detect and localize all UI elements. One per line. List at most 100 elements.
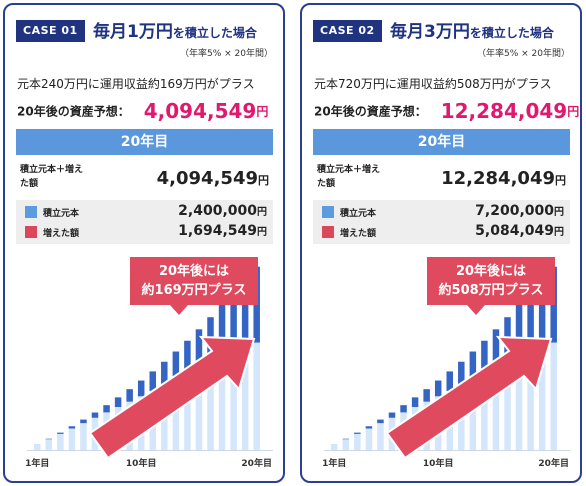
rate-note: （年率5% × 20年間）	[180, 49, 273, 59]
rate-note: （年率5% × 20年間）	[477, 49, 570, 59]
bar-gain-2	[45, 438, 53, 440]
bar-principal-20	[253, 342, 260, 450]
bar-principal-3	[354, 433, 361, 450]
growth-chart-svg: 1年目 10年目 20年目	[322, 266, 570, 469]
case-badge: CASE 02	[313, 20, 382, 42]
bar-gain-10	[434, 380, 442, 397]
principal-value: 7,200,000円	[475, 203, 564, 219]
bar-gain-7	[103, 405, 110, 413]
gain-callout: 20年後には 約508万円プラス	[427, 257, 555, 315]
bar-principal-4	[365, 428, 373, 450]
bar-principal-3	[57, 433, 64, 450]
bar-principal-20	[550, 342, 557, 450]
forecast-unit: 円	[567, 104, 580, 119]
gain-unit: 円	[554, 227, 564, 238]
case-title-amount: 毎月3万円	[390, 22, 470, 42]
bar-principal-17	[515, 358, 523, 450]
bar-gain-9	[423, 389, 430, 402]
bar-gain-8	[114, 397, 122, 408]
growth-chart: 1年目 10年目 20年目	[302, 250, 580, 480]
gain-row: 増えた額 5,084,049円	[313, 222, 570, 242]
bar-principal-15	[492, 369, 500, 450]
principal-value: 2,400,000円	[178, 203, 267, 219]
total-row: 積立元本＋増えた額 12,284,049円	[313, 161, 570, 197]
case-description: 元本240万円に運用収益約169万円がプラス	[17, 77, 255, 91]
case-title: 毎月1万円を積立した場合	[93, 17, 257, 42]
bar-gain-14	[481, 340, 488, 375]
bar-principal-18	[230, 353, 237, 450]
bar-gain-15	[492, 329, 500, 370]
total-value: 12,284,049円	[441, 168, 566, 189]
bar-gain-13	[172, 351, 180, 381]
x-tick-label: 20年目	[538, 457, 569, 469]
year-header: 20年目	[313, 129, 570, 155]
bar-principal-13	[469, 380, 477, 450]
forecast-value: 12,284,049	[440, 99, 568, 123]
gain-callout: 20年後には 約169万円プラス	[130, 257, 258, 315]
bar-principal-15	[195, 369, 203, 450]
bar-principal-13	[172, 380, 180, 450]
bar-principal-14	[184, 374, 191, 450]
bar-gain-10	[137, 380, 145, 397]
bar-gain-9	[126, 389, 133, 402]
year-header: 20年目	[16, 129, 273, 155]
principal-unit: 円	[554, 207, 564, 218]
principal-number: 2,400,000	[178, 203, 257, 219]
forecast-unit: 円	[256, 104, 269, 119]
total-unit: 円	[258, 174, 269, 187]
breakdown-box: 積立元本 2,400,000円 増えた額 1,694,549円	[16, 200, 273, 244]
bar-principal-2	[45, 439, 53, 450]
bar-principal-4	[68, 428, 76, 450]
case-title: 毎月3万円を積立した場合	[390, 17, 554, 42]
principal-number: 7,200,000	[475, 203, 554, 219]
gain-value: 5,084,049円	[475, 223, 564, 239]
principal-label: 積立元本	[43, 209, 80, 219]
x-tick-label: 20年目	[241, 457, 272, 469]
forecast-value: 4,094,549	[143, 99, 257, 123]
bar-gain-6	[91, 412, 99, 418]
bar-gain-8	[411, 397, 419, 408]
bar-gain-18	[230, 290, 237, 354]
bar-principal-1	[34, 444, 41, 450]
forecast-label: 20年後の資産予想：	[17, 104, 130, 119]
bar-gain-5	[377, 419, 384, 424]
bar-principal-16	[207, 364, 214, 450]
x-tick-label: 10年目	[126, 457, 157, 469]
bar-principal-19	[241, 347, 249, 450]
total-unit: 円	[555, 174, 566, 187]
bar-gain-15	[195, 329, 203, 370]
bar-gain-3	[354, 432, 361, 434]
bar-principal-14	[481, 374, 488, 450]
bar-gain-19	[538, 276, 546, 348]
bar-gain-4	[68, 426, 76, 429]
case-title-suffix: を積立した場合	[172, 26, 257, 40]
case-title-suffix: を積立した場合	[469, 26, 554, 40]
gain-swatch	[322, 226, 334, 238]
bar-gain-11	[446, 371, 453, 391]
bar-gain-4	[365, 426, 373, 429]
forecast-label: 20年後の資産予想：	[314, 104, 427, 119]
forecast-row: 20年後の資産予想： 12,284,049円	[314, 99, 579, 123]
gain-swatch	[25, 226, 37, 238]
gain-number: 1,694,549	[178, 223, 257, 239]
bar-gain-17	[218, 304, 226, 359]
gain-label: 増えた額	[43, 229, 80, 239]
bar-principal-18	[527, 353, 534, 450]
case-description: 元本720万円に運用収益約508万円がプラス	[314, 77, 552, 91]
x-tick-label: 1年目	[25, 457, 49, 469]
bar-principal-1	[331, 444, 338, 450]
breakdown-box: 積立元本 7,200,000円 増えた額 5,084,049円	[313, 200, 570, 244]
gain-value: 1,694,549円	[178, 223, 267, 239]
principal-swatch	[322, 206, 334, 218]
bar-gain-18	[527, 290, 534, 354]
bar-gain-6	[388, 412, 396, 418]
x-tick-label: 10年目	[423, 457, 454, 469]
total-number: 12,284,049	[441, 168, 555, 189]
growth-chart: 1年目 10年目 20年目	[5, 250, 283, 480]
case-card-2: CASE 02 毎月3万円を積立した場合 （年率5% × 20年間） 元本720…	[300, 3, 582, 483]
case-card-1: CASE 01 毎月1万円を積立した場合 （年率5% × 20年間） 元本240…	[3, 3, 285, 483]
principal-row: 積立元本 7,200,000円	[313, 202, 570, 222]
growth-chart-svg: 1年目 10年目 20年目	[25, 266, 273, 469]
bar-gain-7	[400, 405, 407, 413]
bar-principal-5	[377, 423, 384, 450]
